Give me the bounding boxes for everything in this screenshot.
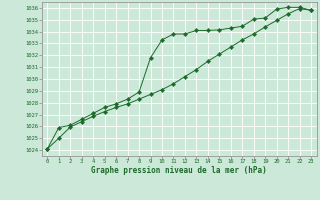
X-axis label: Graphe pression niveau de la mer (hPa): Graphe pression niveau de la mer (hPa) xyxy=(91,166,267,175)
